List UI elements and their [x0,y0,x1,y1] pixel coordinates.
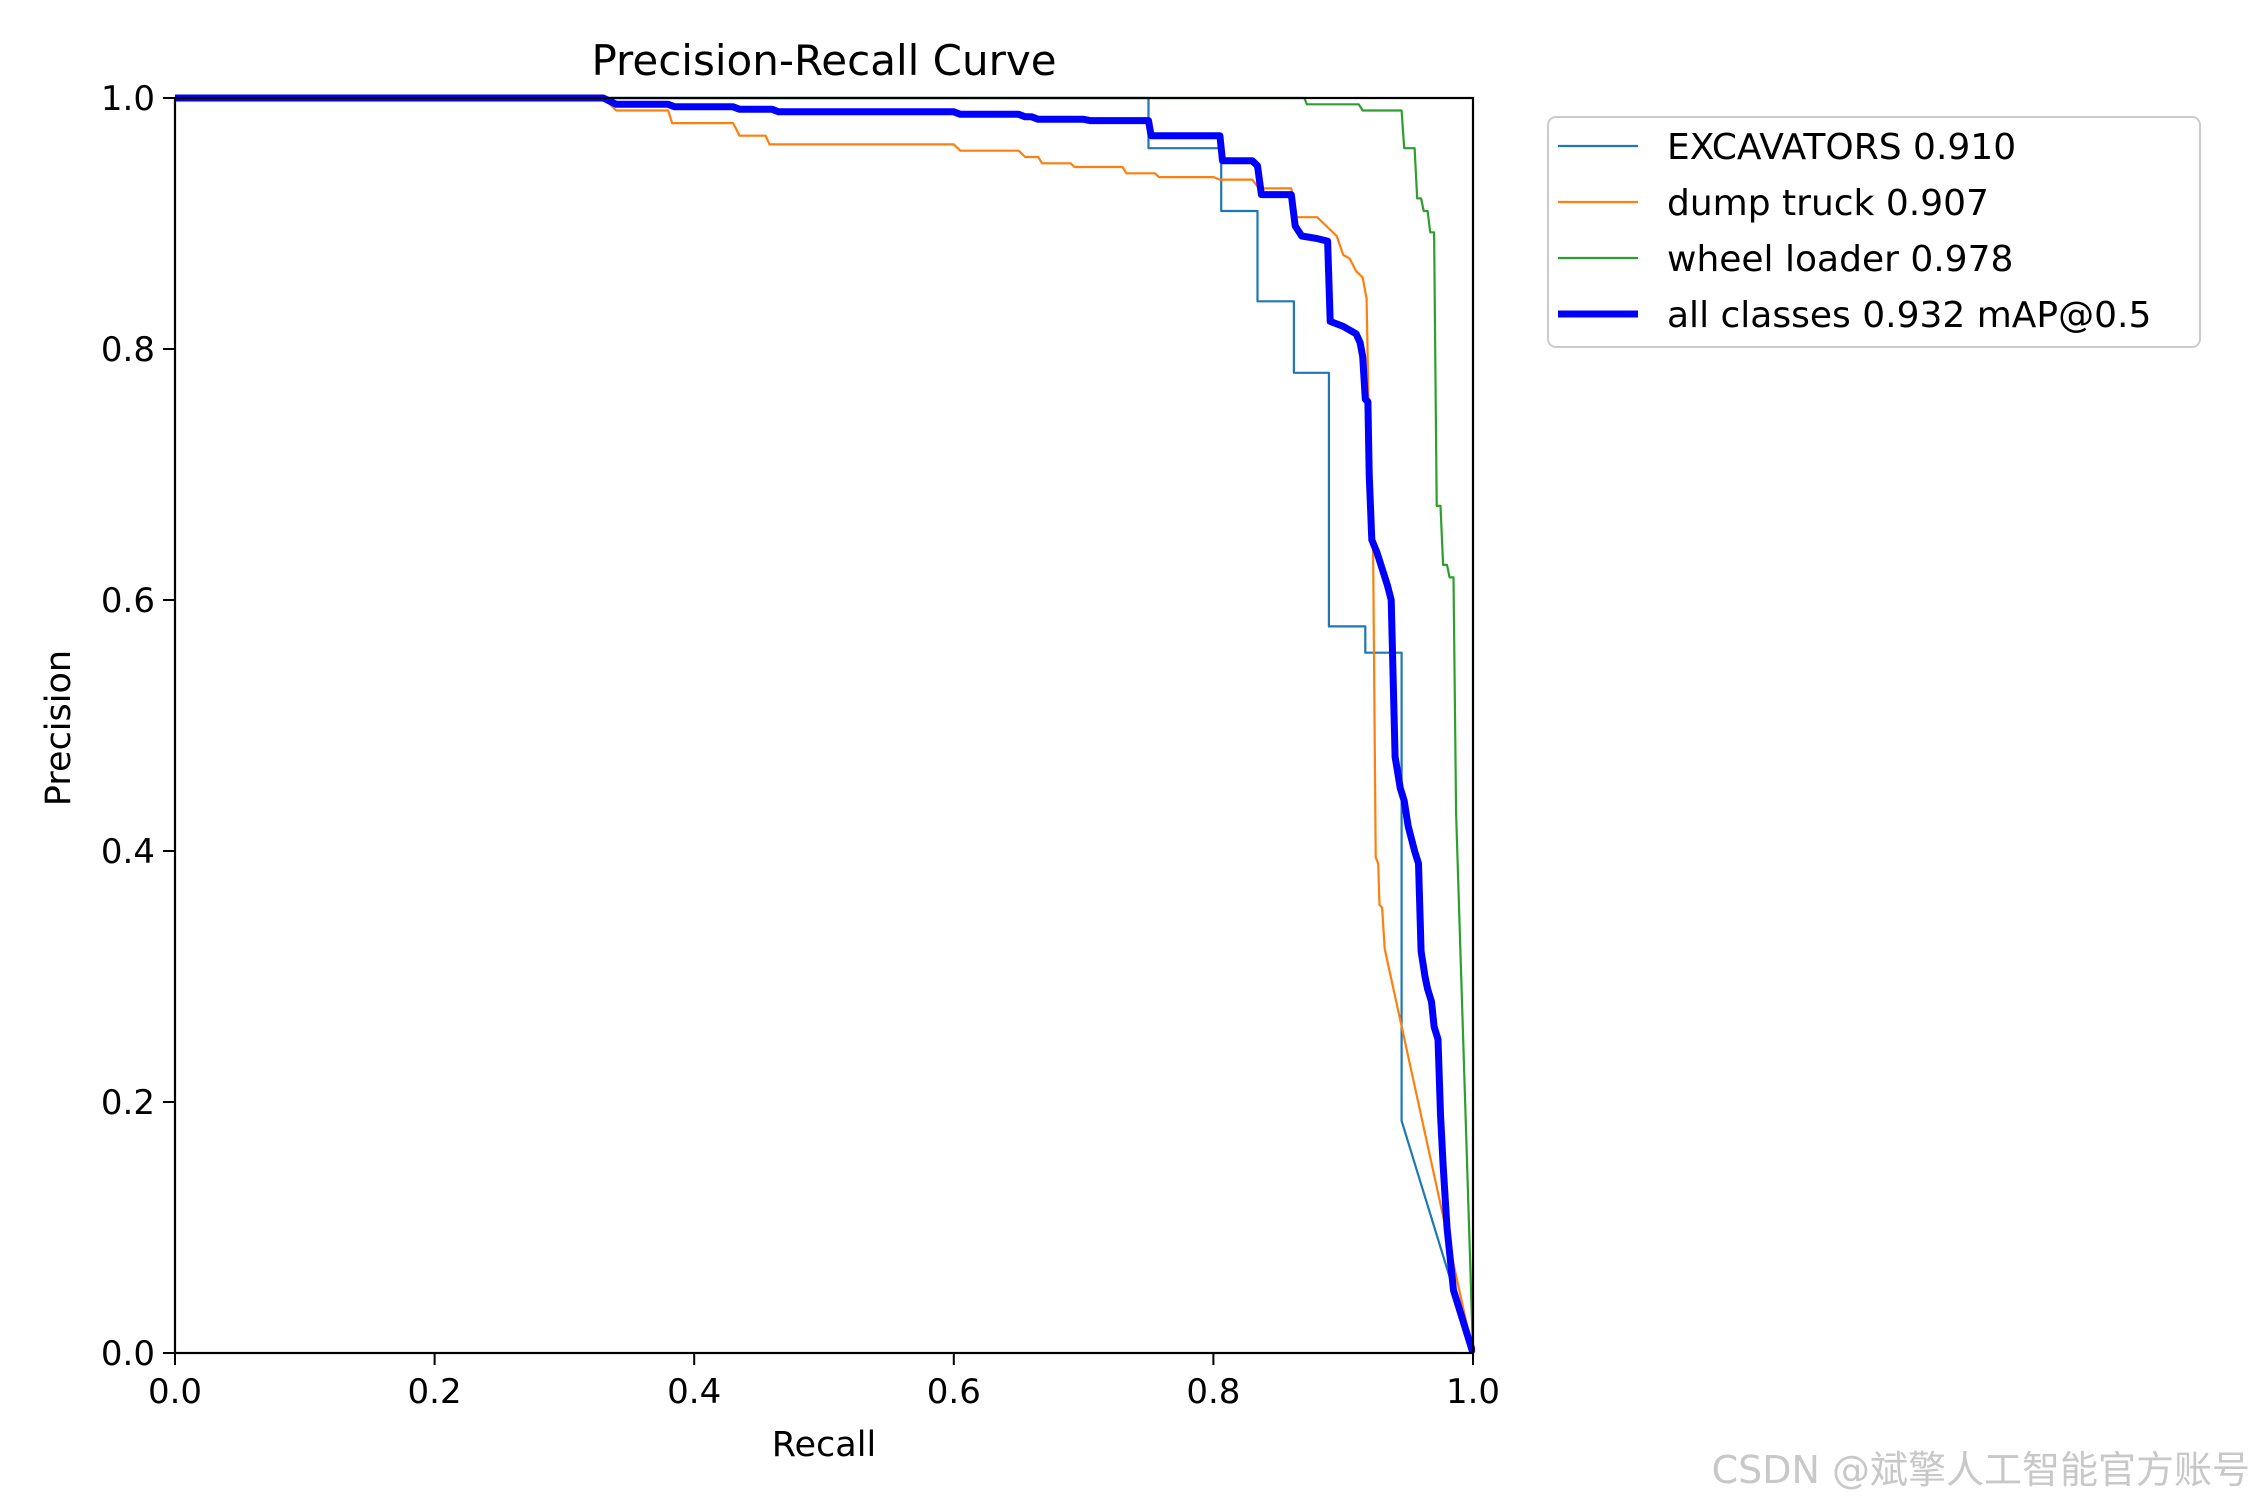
x-tick-label: 0.0 [148,1372,202,1412]
x-tick-label: 0.2 [408,1372,462,1412]
y-tick-label: 0.0 [101,1334,155,1374]
y-tick-label: 0.6 [101,581,155,621]
x-tick-label: 0.4 [667,1372,721,1412]
plot-frame [173,96,1475,1355]
x-tick-label: 1.0 [1446,1372,1500,1412]
legend-label: dump truck 0.907 [1667,183,1989,224]
y-axis-title: Precision [39,650,79,806]
y-tick-label: 0.2 [101,1083,155,1123]
x-axis-title: Recall [772,1425,876,1465]
legend-label: all classes 0.932 mAP@0.5 [1667,295,2151,336]
series-line-wheel-2 [175,96,1475,1353]
series-line-excavators-0 [175,96,1475,1353]
x-tick-label: 0.8 [1186,1372,1240,1412]
x-tick-label: 0.6 [927,1372,981,1412]
legend: EXCAVATORS 0.910 dump truck 0.907 wheel lo… [1547,116,2201,348]
y-tick-label: 0.4 [101,832,155,872]
legend-items: EXCAVATORS 0.910 dump truck 0.907 wheel lo… [1558,127,2151,336]
series-line-all-3 [175,94,1475,1353]
y-tick-label: 1.0 [101,79,155,119]
y-axis: 0.0 0.2 0.4 0.6 0.8 1.0 [101,79,175,1374]
legend-label: EXCAVATORS 0.910 [1667,127,2016,168]
legend-box [1547,116,2201,348]
plot-area [173,94,1475,1355]
legend-label: wheel loader 0.978 [1667,239,2013,280]
watermark-text: CSDN @斌擎人工智能官方账号 [1712,1448,2250,1492]
chart-title: Precision-Recall Curve [591,36,1056,85]
x-axis: 0.0 0.2 0.4 0.6 0.8 1.0 [148,1353,1500,1412]
y-tick-label: 0.8 [101,330,155,370]
series-layer [175,94,1475,1353]
